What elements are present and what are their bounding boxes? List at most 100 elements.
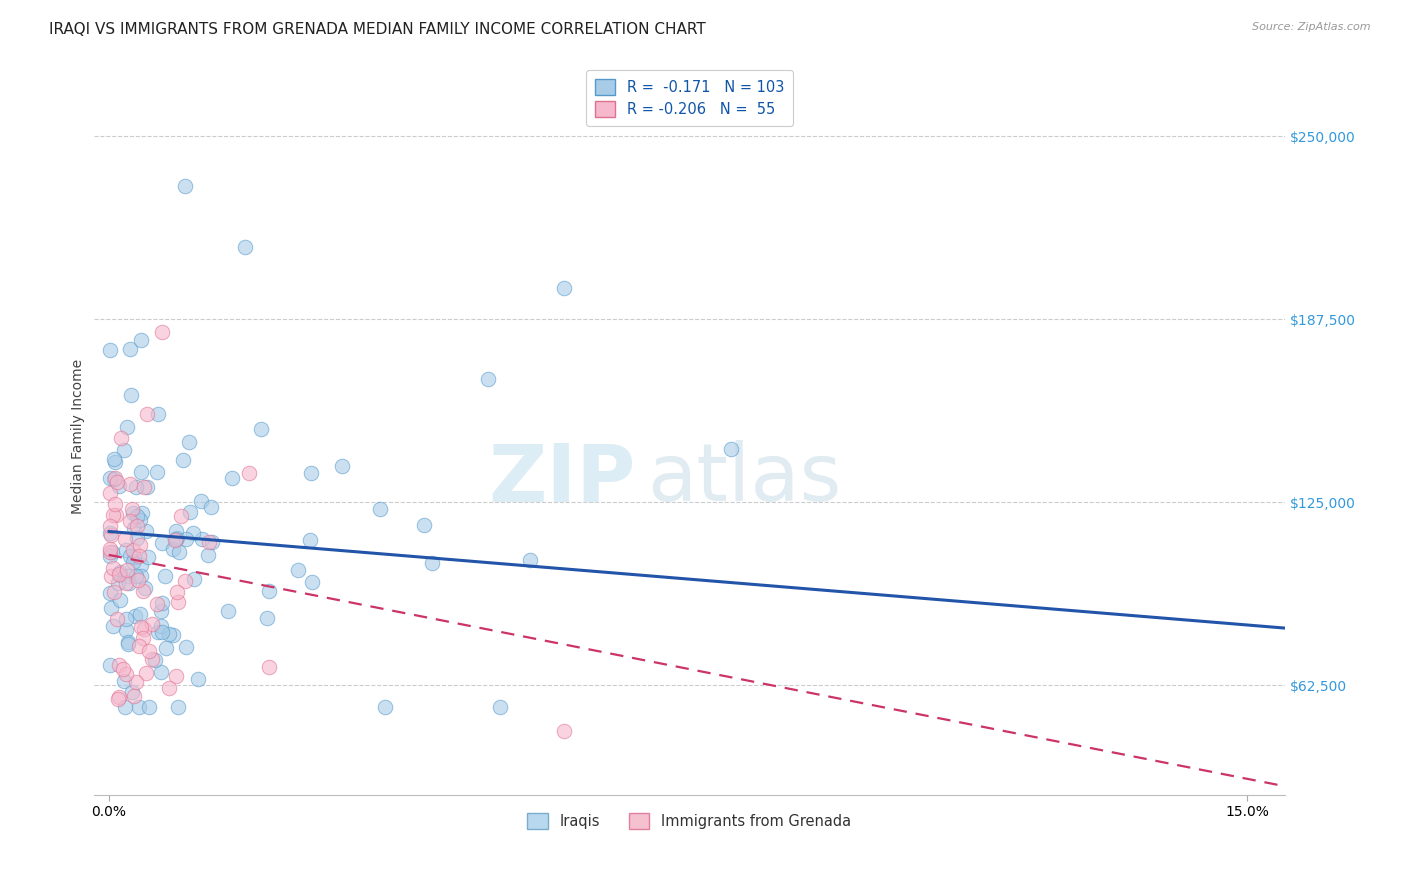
Point — [107, 576, 129, 591]
Point — [122, 506, 145, 520]
Point — [249, 422, 271, 436]
Point — [132, 622, 155, 636]
Point — [157, 626, 180, 640]
Point — [172, 453, 194, 467]
Text: ZIP: ZIP — [488, 441, 636, 518]
Point — [373, 700, 395, 714]
Point — [125, 479, 148, 493]
Point — [368, 502, 391, 516]
Point — [553, 723, 575, 738]
Point — [125, 508, 148, 523]
Text: IRAQI VS IMMIGRANTS FROM GRENADA MEDIAN FAMILY INCOME CORRELATION CHART: IRAQI VS IMMIGRANTS FROM GRENADA MEDIAN … — [49, 22, 706, 37]
Point — [157, 681, 180, 696]
Point — [103, 451, 125, 466]
Point — [120, 549, 142, 563]
Point — [128, 639, 150, 653]
Point — [100, 486, 122, 500]
Point — [138, 643, 160, 657]
Point — [129, 607, 152, 622]
Point — [98, 542, 121, 557]
Point — [129, 558, 152, 572]
Point — [420, 556, 443, 570]
Point — [115, 623, 138, 637]
Point — [233, 240, 256, 254]
Point — [127, 573, 149, 587]
Point — [115, 420, 138, 434]
Point — [165, 668, 187, 682]
Point — [149, 619, 172, 633]
Point — [124, 609, 146, 624]
Point — [257, 584, 280, 599]
Point — [217, 603, 239, 617]
Point — [135, 524, 157, 538]
Point — [135, 407, 157, 421]
Point — [98, 544, 121, 558]
Point — [98, 471, 121, 485]
Point — [110, 593, 132, 607]
Point — [101, 508, 124, 523]
Point — [301, 574, 323, 589]
Point — [129, 538, 152, 552]
Point — [125, 531, 148, 545]
Point — [146, 465, 169, 479]
Text: atlas: atlas — [648, 441, 842, 518]
Point — [100, 528, 122, 542]
Point — [118, 342, 141, 356]
Point — [121, 684, 143, 698]
Point — [117, 569, 139, 583]
Point — [150, 536, 173, 550]
Point — [197, 548, 219, 562]
Point — [131, 506, 153, 520]
Point — [177, 435, 200, 450]
Point — [148, 407, 170, 421]
Point — [129, 620, 152, 634]
Point — [110, 431, 132, 445]
Point — [256, 611, 278, 625]
Point — [98, 657, 121, 672]
Point — [148, 624, 170, 639]
Point — [136, 480, 159, 494]
Point — [553, 281, 575, 295]
Point — [143, 653, 166, 667]
Point — [299, 467, 322, 481]
Point — [125, 675, 148, 690]
Point — [128, 700, 150, 714]
Point — [257, 660, 280, 674]
Point — [104, 497, 127, 511]
Point — [179, 505, 201, 519]
Point — [129, 513, 152, 527]
Point — [191, 532, 214, 546]
Text: Source: ZipAtlas.com: Source: ZipAtlas.com — [1253, 22, 1371, 32]
Point — [198, 535, 221, 549]
Point — [107, 658, 129, 673]
Point — [101, 619, 124, 633]
Point — [108, 568, 131, 582]
Point — [98, 343, 121, 358]
Point — [104, 470, 127, 484]
Point — [167, 545, 190, 559]
Point — [150, 595, 173, 609]
Point — [170, 509, 193, 524]
Point — [127, 519, 149, 533]
Point — [100, 569, 122, 583]
Legend: Iraqis, Immigrants from Grenada: Iraqis, Immigrants from Grenada — [522, 807, 858, 834]
Point — [174, 532, 197, 546]
Point — [145, 597, 167, 611]
Point — [187, 672, 209, 686]
Point — [117, 635, 139, 649]
Point — [100, 549, 122, 563]
Point — [413, 517, 436, 532]
Point — [136, 549, 159, 564]
Point — [135, 666, 157, 681]
Point — [114, 532, 136, 546]
Point — [332, 458, 354, 473]
Point — [720, 442, 742, 457]
Point — [117, 637, 139, 651]
Point — [173, 178, 195, 193]
Point — [104, 455, 127, 469]
Point — [165, 524, 187, 538]
Point — [103, 585, 125, 599]
Point — [174, 640, 197, 654]
Point — [132, 632, 155, 646]
Point — [114, 700, 136, 714]
